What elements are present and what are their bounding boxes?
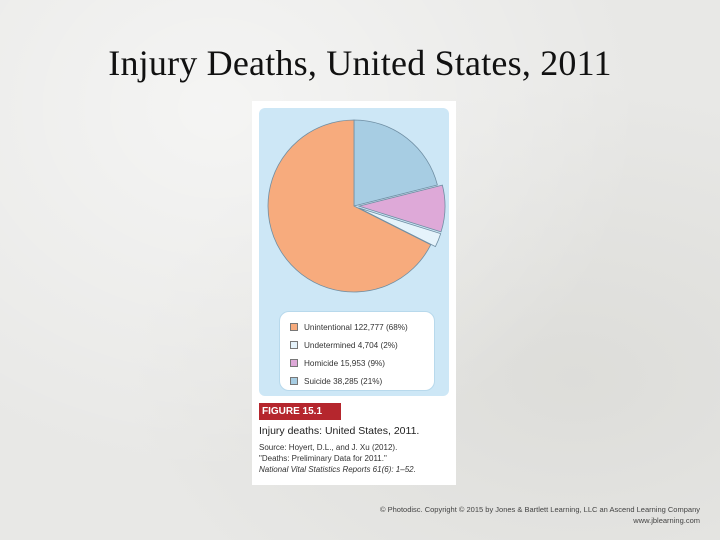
legend-swatch [290,359,298,367]
chart-panel: Unintentional 122,777 (68%) Undetermined … [259,108,449,396]
pie-slice [353,119,438,207]
pie-slice [358,207,442,248]
pie-slice [357,184,446,233]
legend-swatch [290,323,298,331]
source-line: Source: Hoyert, D.L., and J. Xu (2012). [259,443,398,452]
figure-card: Unintentional 122,777 (68%) Undetermined … [252,101,456,485]
figure-label: FIGURE 15.1 [259,403,341,420]
figure-caption: Injury deaths: United States, 2011. [259,425,420,437]
chart-legend: Unintentional 122,777 (68%) Undetermined … [279,311,435,391]
legend-item: Undetermined 4,704 (2%) [290,336,434,354]
legend-label: Undetermined 4,704 (2%) [304,340,398,350]
figure-source: Source: Hoyert, D.L., and J. Xu (2012). … [259,442,454,475]
credit-line: © Photodisc. Copyright © 2015 by Jones &… [380,505,700,514]
legend-item: Suicide 38,285 (21%) [290,372,434,390]
credit-url: www.jblearning.com [633,516,700,525]
legend-label: Unintentional 122,777 (68%) [304,322,408,332]
legend-label: Homicide 15,953 (9%) [304,358,386,368]
pie-slice [267,119,432,293]
legend-swatch [290,377,298,385]
source-line: "Deaths: Preliminary Data for 2011." [259,454,387,463]
source-line: National Vital Statistics Reports 61(6):… [259,465,416,474]
legend-item: Unintentional 122,777 (68%) [290,318,434,336]
legend-label: Suicide 38,285 (21%) [304,376,383,386]
legend-swatch [290,341,298,349]
legend-item: Homicide 15,953 (9%) [290,354,434,372]
pie-chart [267,119,446,293]
copyright-credit: © Photodisc. Copyright © 2015 by Jones &… [380,504,700,526]
slide-title: Injury Deaths, United States, 2011 [108,43,612,83]
